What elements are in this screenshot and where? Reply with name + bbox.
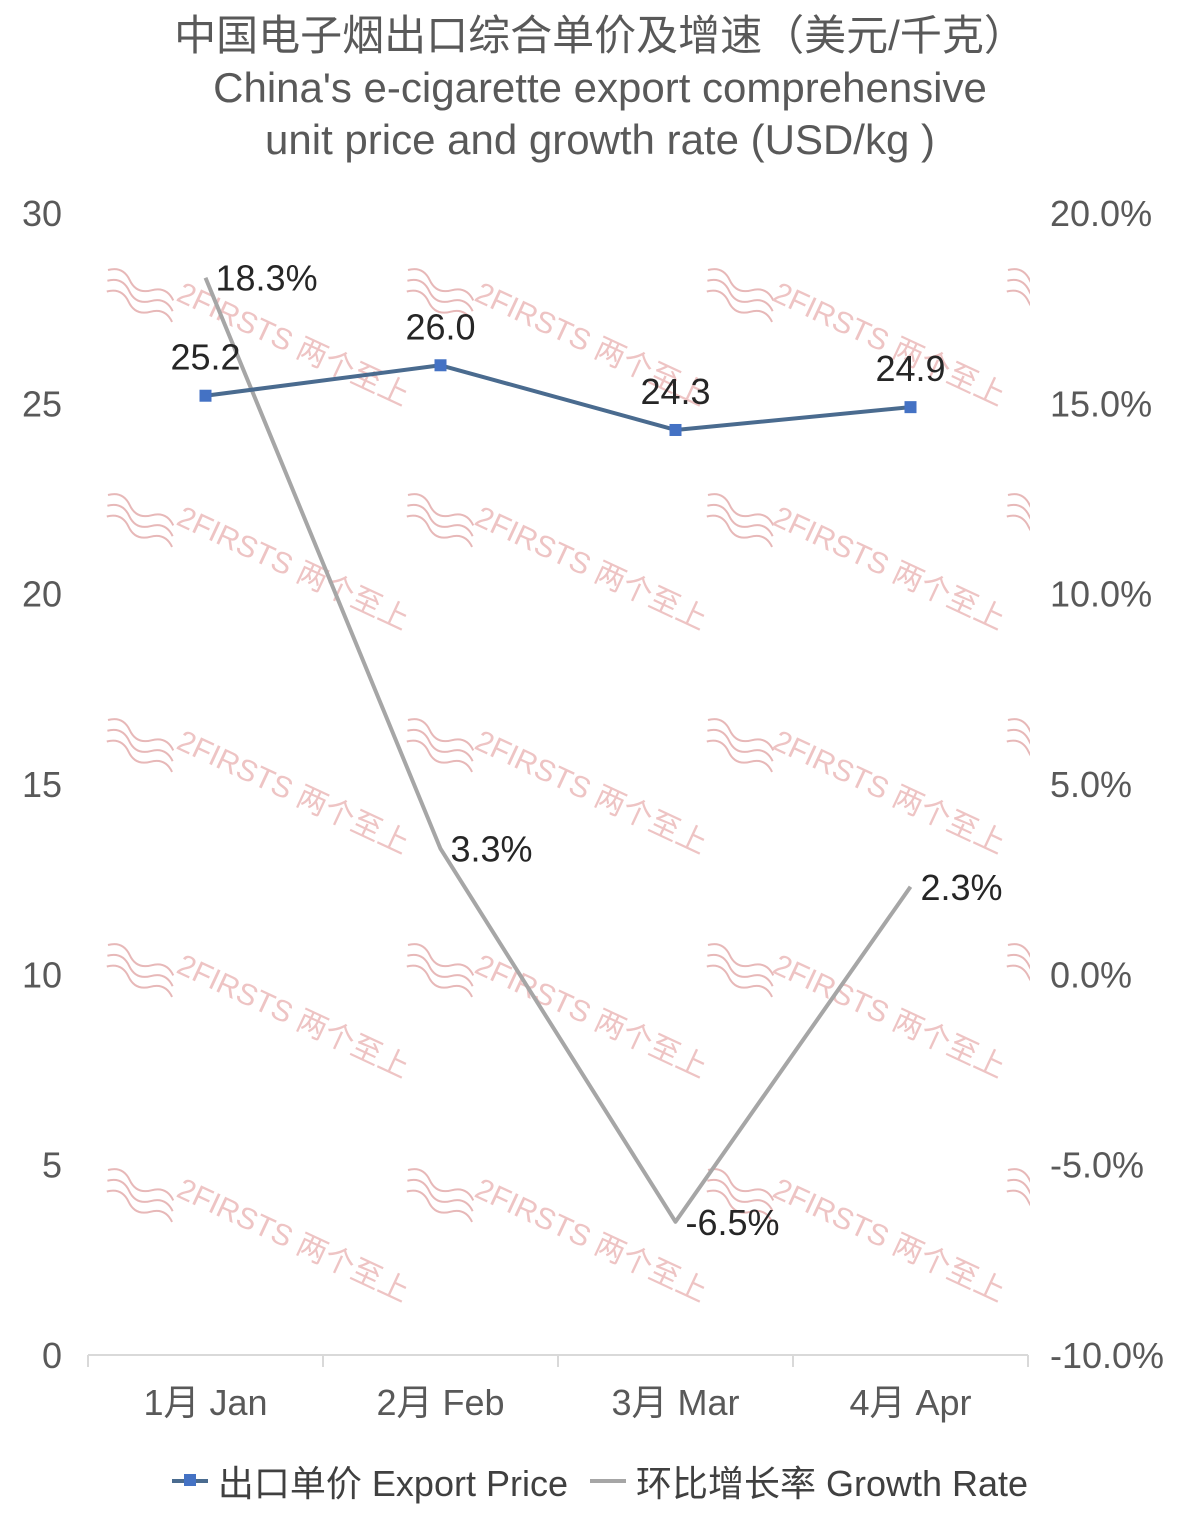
export-price-data-label: 25.2 (170, 337, 240, 378)
legend-item-export-price[interactable]: 出口单价 Export Price (171, 1455, 568, 1507)
growth-rate-data-label: 18.3% (216, 258, 318, 299)
legend-label-export-price: 出口单价 Export Price (217, 1463, 568, 1504)
y-left-tick-label: 0 (42, 1335, 62, 1376)
y-right-tick-label: 15.0% (1050, 383, 1152, 424)
series-line-growth-rate (203, 276, 913, 1224)
y-right-tick-label: 10.0% (1050, 574, 1152, 615)
x-tick-label: 4月 Apr (849, 1382, 971, 1423)
legend-label-growth-rate: 环比增长率 Growth Rate (635, 1463, 1029, 1504)
y-left-tick-label: 30 (22, 193, 62, 234)
growth-rate-data-label: -6.5% (686, 1202, 780, 1243)
y-left-tick-label: 25 (22, 383, 62, 424)
legend-swatch-growth-rate (589, 1479, 626, 1483)
export-price-marker[interactable] (434, 359, 447, 372)
export-price-marker[interactable] (669, 423, 682, 436)
legend: 出口单价 Export Price 环比增长率 Growth Rate (0, 1455, 1200, 1507)
y-right-tick-label: 5.0% (1050, 764, 1132, 805)
chart-title-zh: 中国电子烟出口综合单价及增速（美元/千克） (174, 12, 1026, 59)
export-price-data-label: 24.3 (640, 371, 710, 412)
watermark-layer: 2FIRSTS 两个至上 2FIRSTS 两个至上 2FIRSTS 两个至上2FIR… (100, 250, 1030, 1310)
export-price-marker[interactable] (904, 401, 917, 414)
series-line-export-price (205, 363, 911, 432)
legend-item-growth-rate[interactable]: 环比增长率 Growth Rate (589, 1455, 1029, 1507)
y-left-tick-label: 10 (22, 954, 62, 995)
y-right-tick-label: -10.0% (1050, 1335, 1164, 1376)
y-right-tick-label: 20.0% (1050, 193, 1152, 234)
export-price-marker[interactable] (199, 389, 212, 402)
y-left-tick-label: 20 (22, 574, 62, 615)
y-right-tick-label: 0.0% (1050, 954, 1132, 995)
legend-swatch-export-price (171, 1474, 208, 1486)
growth-rate-data-label: 3.3% (451, 829, 533, 870)
y-right-tick-label: -5.0% (1050, 1145, 1144, 1186)
x-tick-label: 3月 Mar (611, 1382, 739, 1423)
watermark-pattern (100, 250, 1030, 1310)
export-price-data-label: 24.9 (875, 348, 945, 389)
export-price-data-label: 26.0 (405, 306, 475, 347)
x-tick-label: 1月 Jan (143, 1382, 267, 1423)
x-tick-label: 2月 Feb (376, 1382, 504, 1423)
chart-title: 中国电子烟出口综合单价及增速（美元/千克） China's e-cigarett… (0, 10, 1200, 166)
growth-rate-data-label: 2.3% (921, 867, 1003, 908)
chart-title-en-line2: unit price and growth rate (USD/kg ) (265, 116, 935, 163)
y-left-tick-label: 15 (22, 764, 62, 805)
y-left-tick-label: 5 (42, 1145, 62, 1186)
chart-title-en-line1: China's e-cigarette export comprehensive (213, 64, 987, 111)
